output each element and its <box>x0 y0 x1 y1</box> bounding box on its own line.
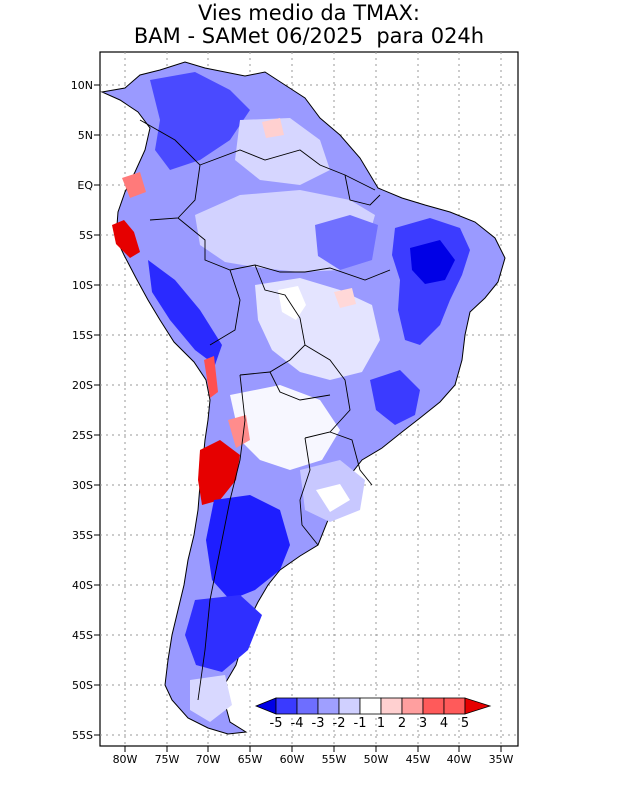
colorbar-swatch <box>443 697 466 715</box>
y-tick-label: 25S <box>72 429 93 442</box>
colorbar-swatch <box>422 697 445 715</box>
colorbar-arrow-right <box>464 697 492 715</box>
patch-blue-andes-peru <box>148 260 222 365</box>
x-tick-label: 60W <box>280 753 305 766</box>
y-tick-label: 45S <box>72 629 93 642</box>
y-tick-label: 10N <box>71 79 93 92</box>
x-tick-label: 70W <box>196 753 221 766</box>
colorbar-label: -2 <box>333 716 346 731</box>
colorbar-label: 3 <box>419 716 427 731</box>
colorbar-label: -5 <box>270 716 283 731</box>
y-tick-label: 10S <box>72 279 93 292</box>
country-borders <box>139 119 391 701</box>
colorbar-label: -3 <box>312 716 325 731</box>
patch-red-peru-coast <box>112 220 140 258</box>
patch-blue-southeast <box>370 370 420 425</box>
y-tick-label: 55S <box>72 729 93 742</box>
colorbar-label: 5 <box>461 716 469 731</box>
colorbar-swatch <box>296 697 319 715</box>
patch-red-atacama <box>204 356 218 398</box>
y-tick-label: 15S <box>72 329 93 342</box>
patch-white-uruguay <box>316 484 350 512</box>
patch-light-blue-venezuela <box>235 118 330 185</box>
x-tick-label: 80W <box>113 753 138 766</box>
patch-pink-north <box>262 118 284 138</box>
colorbar-swatch <box>275 697 298 715</box>
y-tick-label: 5S <box>79 229 93 242</box>
patch-white-chaco <box>230 385 340 470</box>
colorbar-swatch <box>401 697 424 715</box>
colorbar-swatch <box>317 697 340 715</box>
patch-blue-northwest <box>150 72 250 170</box>
patch-pink-central <box>334 288 356 308</box>
x-tick-label: 65W <box>238 753 263 766</box>
x-tick-label: 40W <box>447 753 472 766</box>
y-tick-label: 20S <box>72 379 93 392</box>
patch-deep-blue-northeast <box>410 240 455 284</box>
colorbar-label: 2 <box>398 716 406 731</box>
y-tick-label: 35S <box>72 529 93 542</box>
y-axis-ticks: 10N 5N EQ 5S 10S 15S 20S 25S 30S 35S 40S… <box>71 79 100 742</box>
map-title: Vies medio da TMAX: BAM - SAMet 06/2025 … <box>0 2 618 48</box>
x-tick-label: 50W <box>364 753 389 766</box>
y-tick-label: 30S <box>72 479 93 492</box>
x-tick-label: 55W <box>322 753 347 766</box>
x-axis-ticks: 80W 75W 70W 65W 60W 55W 50W 45W 40W 35W <box>113 746 514 766</box>
colorbar-swatch <box>338 697 361 715</box>
y-tick-label: 5N <box>78 129 93 142</box>
bias-field <box>112 72 470 722</box>
patch-pink-ecuador <box>122 172 146 198</box>
x-tick-label: 45W <box>406 753 431 766</box>
patch-blue-central-argentina <box>206 495 290 600</box>
y-tick-label: 50S <box>72 679 93 692</box>
colorbar-swatch <box>380 697 403 715</box>
colorbar-label: -1 <box>354 716 367 731</box>
title-line-2: BAM - SAMet 06/2025 para 024h <box>133 24 485 48</box>
y-tick-label: 40S <box>72 579 93 592</box>
patch-mid-blue-north <box>315 215 378 270</box>
colorbar-label: -4 <box>291 716 304 731</box>
colorbar: -5 -4 -3 -2 -1 1 2 3 4 5 <box>254 697 492 731</box>
x-tick-label: 35W <box>489 753 514 766</box>
x-tick-label: 75W <box>155 753 180 766</box>
title-line-1: Vies medio da TMAX: <box>198 1 420 25</box>
y-tick-label: EQ <box>77 179 93 192</box>
colorbar-label: 1 <box>377 716 385 731</box>
patch-light-blue-south <box>190 675 232 722</box>
patch-white-1 <box>278 286 306 320</box>
patch-red-chile-north <box>198 440 240 505</box>
colorbar-label: 4 <box>440 716 448 731</box>
colorbar-swatch <box>359 697 382 715</box>
